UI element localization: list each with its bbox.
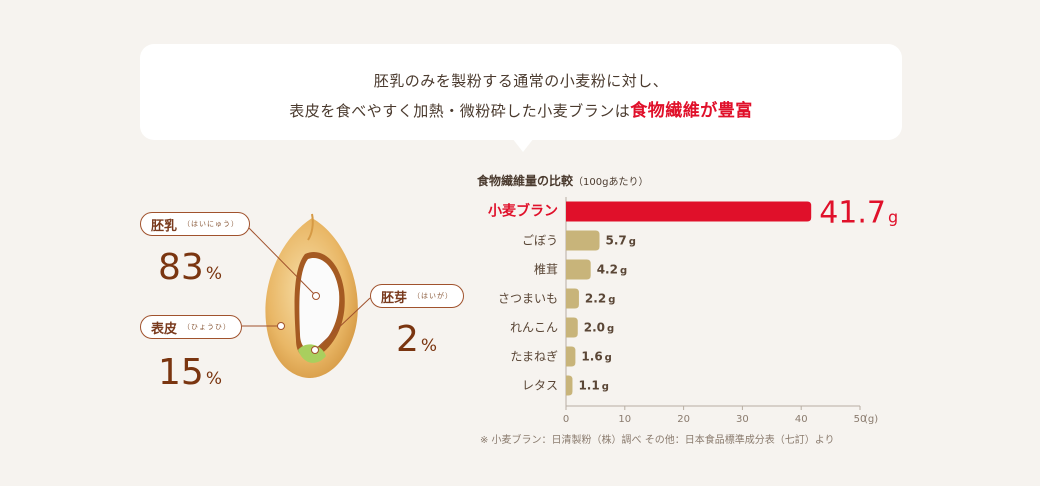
- headline-highlight: 食物繊維が豊富: [630, 101, 753, 121]
- bar-1: [566, 230, 600, 251]
- value-unit-2: g: [620, 266, 627, 277]
- chart-title-main: 食物繊維量の比較: [477, 174, 574, 188]
- value-unit-5: g: [605, 353, 612, 364]
- germ-label: 胚芽 （はいが）: [370, 284, 465, 308]
- category-label-1: ごぼう: [522, 233, 558, 248]
- germ-label-text: 胚芽: [381, 290, 408, 306]
- x-tick-label-1: 10: [618, 414, 631, 425]
- bran-label: 表皮 （ひょうひ）: [140, 315, 243, 339]
- germ-ruby: （はいが）: [413, 292, 454, 300]
- headline-line2-prefix: 表皮を食べやすく加熱・微粉砕した小麦ブランは: [289, 102, 631, 120]
- bran-ruby: （ひょうひ）: [183, 323, 232, 331]
- bar-4: [566, 317, 578, 338]
- category-label-3: さつまいも: [498, 292, 558, 306]
- x-tick-label-2: 20: [677, 414, 690, 425]
- bar-2: [566, 259, 591, 280]
- headline-bubble: 胚乳のみを製粉する通常の小麦粉に対し、 表皮を食べやすく加熱・微粉砕した小麦ブラ…: [140, 44, 902, 140]
- category-label-6: レタス: [522, 379, 558, 393]
- endosperm-unit: %: [205, 264, 222, 284]
- bubble-tail: [512, 138, 534, 152]
- value-label-1: 5.7 g: [606, 234, 636, 248]
- bar-6: [566, 375, 573, 396]
- germ-percent: 2%: [396, 322, 437, 364]
- bran-value: 15: [158, 352, 204, 393]
- value-label-6: 1.1 g: [578, 379, 608, 393]
- footnote: ※ 小麦ブラン：日清製粉（株）調べ その他：日本食品標準成分表（七訂）より: [480, 435, 835, 446]
- x-tick-label-0: 0: [563, 414, 569, 425]
- endosperm-label: 胚乳 （はいにゅう）: [140, 212, 251, 236]
- chart-title-sub: （100gあたり）: [573, 177, 649, 188]
- value-unit-0: g: [888, 208, 898, 227]
- bar-0: [566, 201, 812, 222]
- value-unit-6: g: [602, 382, 609, 393]
- category-label-4: れんこん: [510, 321, 558, 335]
- x-tick-label-3: 30: [736, 414, 749, 425]
- value-unit-4: g: [607, 324, 614, 335]
- endosperm-percent: 83%: [158, 250, 222, 292]
- value-label-3: 2.2 g: [585, 292, 615, 306]
- category-label-0: 小麦ブラン: [488, 203, 558, 220]
- germ-value: 2: [396, 319, 419, 360]
- x-tick-label-4: 40: [795, 414, 808, 425]
- headline-line1: 胚乳のみを製粉する通常の小麦粉に対し、: [373, 72, 669, 90]
- germ-core: [298, 344, 326, 363]
- value-label-0: 41.7 g: [819, 196, 898, 231]
- value-unit-3: g: [608, 295, 615, 306]
- endosperm-value: 83: [158, 247, 204, 288]
- germ-unit: %: [420, 336, 438, 356]
- endosperm-core: [299, 257, 340, 350]
- category-label-5: たまねぎ: [510, 350, 558, 364]
- bran-unit: %: [205, 369, 222, 389]
- value-label-5: 1.6 g: [581, 350, 611, 364]
- value-unit-1: g: [629, 237, 636, 248]
- x-tick-label-5: 50: [854, 414, 867, 425]
- chart-title: 食物繊維量の比較（100gあたり）: [477, 172, 648, 189]
- endosperm-label-text: 胚乳: [151, 218, 178, 234]
- bar-5: [566, 346, 576, 367]
- bar-3: [566, 288, 579, 309]
- x-unit-label: (g): [864, 414, 878, 425]
- category-label-2: 椎茸: [534, 262, 558, 277]
- bran-label-text: 表皮: [151, 321, 178, 337]
- endosperm-ruby: （はいにゅう）: [183, 220, 240, 228]
- headline-line2: 表皮を食べやすく加熱・微粉砕した小麦ブランは食物繊維が豊富: [140, 96, 902, 121]
- value-label-4: 2.0 g: [584, 321, 614, 335]
- bran-percent: 15%: [158, 355, 222, 397]
- value-label-2: 4.2 g: [597, 263, 627, 277]
